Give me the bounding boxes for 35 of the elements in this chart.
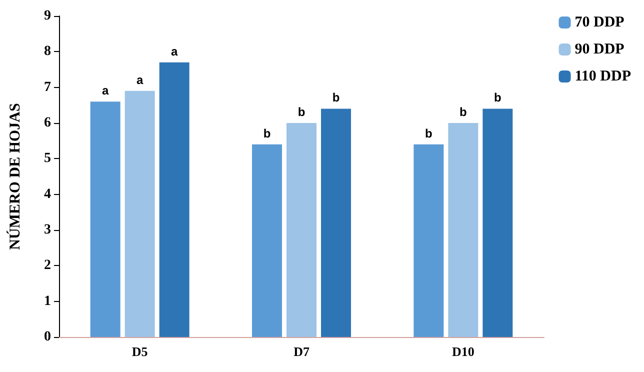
data-label: b (494, 90, 502, 105)
y-tick-label: 2 (44, 258, 51, 274)
bar (124, 90, 155, 337)
x-tick-label: D10 (452, 344, 474, 359)
data-label: a (102, 84, 109, 98)
y-tick-label: 3 (44, 222, 51, 238)
bar (448, 123, 478, 337)
y-axis-title: NÚMERO DE HOJAS (6, 103, 24, 250)
data-label: b (263, 126, 271, 140)
data-label: b (332, 90, 340, 105)
bar (159, 62, 190, 337)
data-label: a (170, 44, 178, 58)
data-label: b (298, 105, 306, 119)
legend-label: 90 DDP (574, 42, 624, 58)
bar (252, 144, 282, 337)
data-label: b (459, 105, 467, 119)
x-tick-label: D5 (132, 344, 148, 359)
bar (90, 102, 120, 337)
data-label: b (424, 126, 432, 140)
bar (482, 108, 513, 337)
y-tick-label: 4 (44, 186, 51, 202)
y-tick-label: 6 (44, 116, 51, 130)
legend-label: 110 DDP (574, 68, 631, 84)
x-tick-label: D7 (294, 344, 310, 359)
legend-label: 70 DDP (574, 14, 624, 30)
data-label: a (136, 72, 144, 87)
y-tick-label: 1 (44, 294, 51, 309)
y-tick-label: 7 (44, 80, 51, 95)
y-tick-label: 0 (44, 330, 51, 344)
y-tick-label: 8 (44, 44, 51, 60)
y-tick-label: 5 (44, 151, 51, 166)
bar (414, 144, 444, 337)
y-tick-label: 9 (44, 8, 51, 24)
bar (286, 123, 316, 337)
bar (321, 108, 351, 337)
